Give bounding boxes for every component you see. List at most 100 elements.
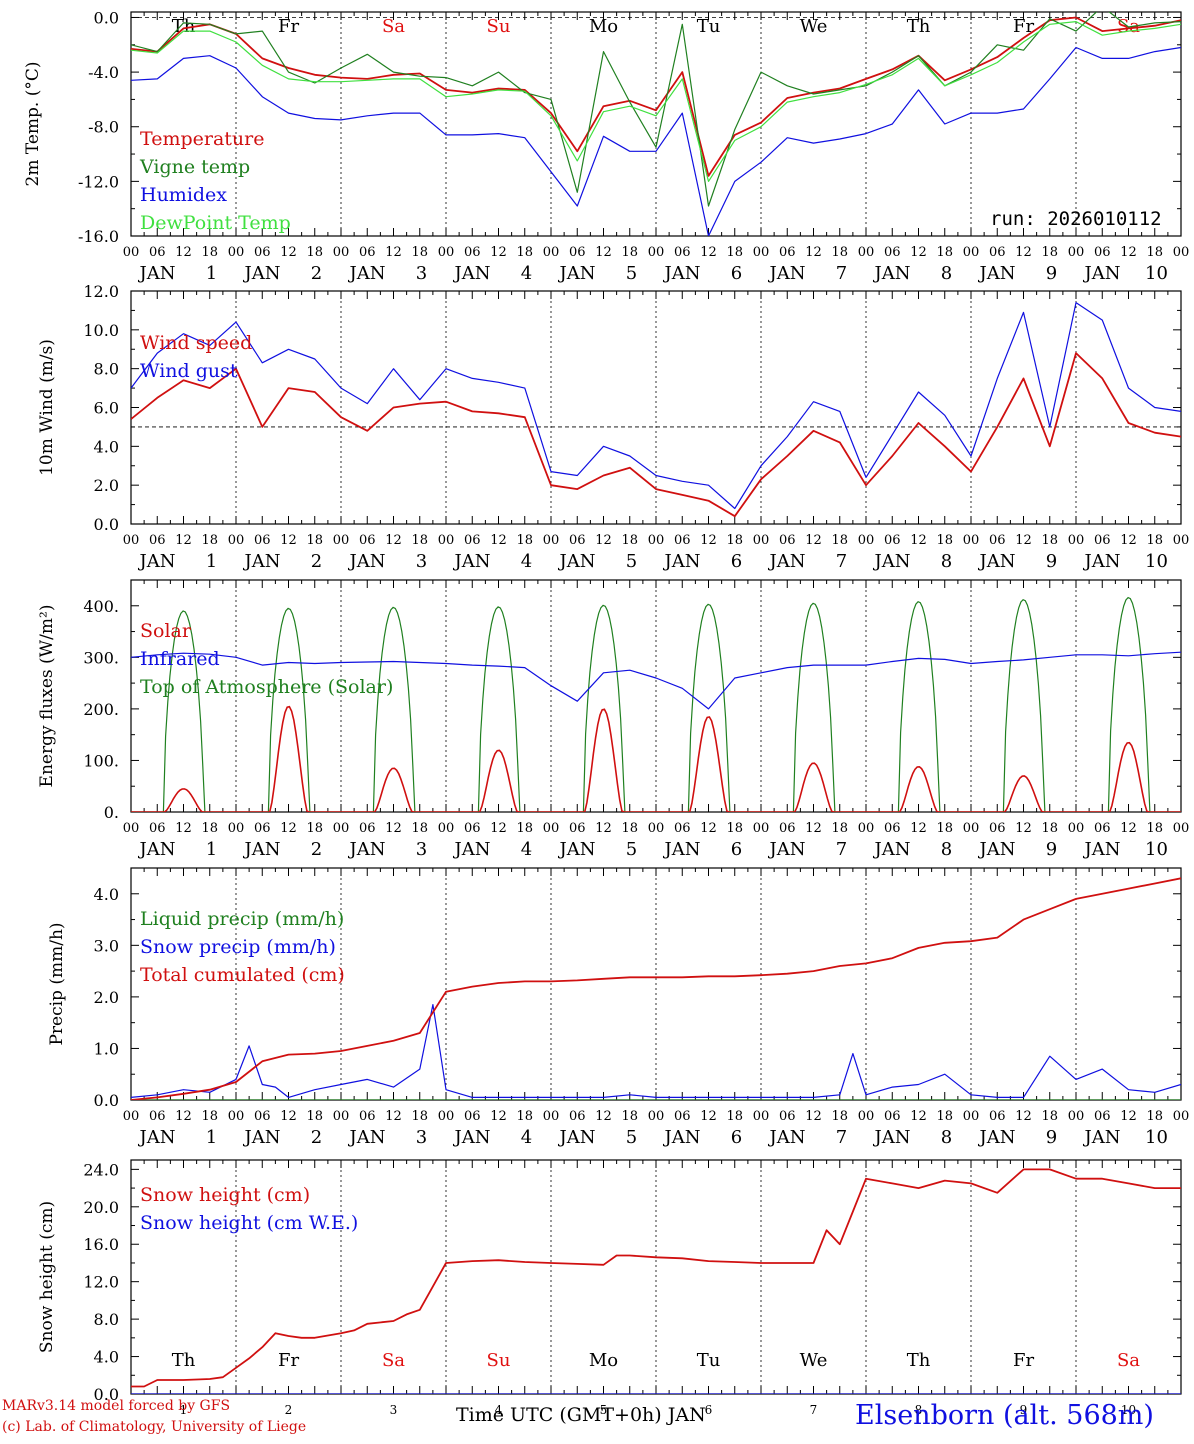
day-number: 7 xyxy=(810,1403,818,1417)
hour-tick-label: 12 xyxy=(1015,1109,1032,1124)
y-tick-label: 20.0 xyxy=(83,1198,119,1217)
y-axis-label: 10m Wind (m/s) xyxy=(37,339,57,476)
hour-tick-label: 12 xyxy=(1015,245,1032,260)
hour-tick-label: 18 xyxy=(621,1109,638,1124)
hour-tick-label: 12 xyxy=(385,1109,402,1124)
y-tick-label: 12.0 xyxy=(83,282,119,301)
series-infrared-line xyxy=(131,651,1181,710)
day-number: 6 xyxy=(705,1403,713,1417)
month-label: JAN xyxy=(243,839,281,860)
hour-tick-label: 00 xyxy=(438,1109,455,1124)
hour-tick-label: 18 xyxy=(201,533,218,548)
legend-entry: Liquid precip (mm/h) xyxy=(140,908,344,930)
hour-tick-label: 06 xyxy=(569,1109,586,1124)
y-tick-label: 100. xyxy=(83,751,119,770)
hour-tick-label: 06 xyxy=(674,533,691,548)
weekday-label: Sa xyxy=(1117,1350,1140,1371)
hour-tick-label: 00 xyxy=(228,821,245,836)
weekday-label: Fr xyxy=(278,16,299,37)
hour-tick-label: 18 xyxy=(201,245,218,260)
month-label: JAN xyxy=(768,1127,806,1148)
time-axis-label: Time UTC (GMT+0h) JAN xyxy=(456,1404,706,1426)
hour-tick-label: 06 xyxy=(779,245,796,260)
hour-tick-label: 00 xyxy=(1173,821,1190,836)
y-tick-label: 6.0 xyxy=(94,399,119,418)
hour-tick-label: 12 xyxy=(700,533,717,548)
hour-tick-label: 12 xyxy=(595,245,612,260)
series-dewpoint-temp-line xyxy=(131,21,1181,182)
series-humidex-line xyxy=(131,46,1181,236)
month-label: JAN xyxy=(453,263,491,284)
legend-entry: Snow height (cm W.E.) xyxy=(140,1212,358,1234)
day-number: 1 xyxy=(180,1403,188,1417)
weekday-label: Sa xyxy=(382,1350,405,1371)
hour-tick-label: 12 xyxy=(175,1109,192,1124)
day-label: 9 xyxy=(1046,551,1057,572)
hour-tick-label: 18 xyxy=(516,533,533,548)
hour-tick-label: 06 xyxy=(989,1109,1006,1124)
day-label: 8 xyxy=(941,263,952,284)
hour-tick-label: 00 xyxy=(648,245,665,260)
day-label: 1 xyxy=(206,1127,217,1148)
day-label: 7 xyxy=(836,551,847,572)
month-label: JAN xyxy=(1083,263,1121,284)
day-number: 8 xyxy=(915,1403,923,1417)
hour-tick-label: 06 xyxy=(359,1109,376,1124)
month-label: JAN xyxy=(768,263,806,284)
hour-tick-label: 18 xyxy=(411,245,428,260)
y-tick-label: 2.0 xyxy=(94,988,119,1007)
hour-tick-label: 00 xyxy=(1068,245,1085,260)
hour-tick-label: 12 xyxy=(700,1109,717,1124)
series-vigne-temp-line xyxy=(131,12,1181,207)
hour-tick-label: 12 xyxy=(805,1109,822,1124)
y-tick-label: 12.0 xyxy=(83,1273,119,1292)
day-label: 10 xyxy=(1145,551,1168,572)
hour-tick-label: 18 xyxy=(516,821,533,836)
month-label: JAN xyxy=(348,1127,386,1148)
month-label: JAN xyxy=(663,839,701,860)
y-tick-label: 4.0 xyxy=(94,437,119,456)
day-number: 2 xyxy=(285,1403,293,1417)
hour-tick-label: 00 xyxy=(1173,1109,1190,1124)
day-label: 3 xyxy=(416,263,427,284)
hour-tick-label: 12 xyxy=(280,1109,297,1124)
y-tick-label: 8.0 xyxy=(94,1310,119,1329)
hour-tick-label: 18 xyxy=(936,821,953,836)
hour-tick-label: 12 xyxy=(385,533,402,548)
hour-tick-label: 00 xyxy=(858,821,875,836)
month-label: JAN xyxy=(138,263,176,284)
hour-tick-label: 00 xyxy=(753,533,770,548)
hour-tick-label: 18 xyxy=(1146,245,1163,260)
day-label: 3 xyxy=(416,839,427,860)
day-label: 4 xyxy=(521,839,532,860)
weekday-label: Th xyxy=(907,16,931,37)
hour-tick-label: 18 xyxy=(621,245,638,260)
y-tick-label: 0.0 xyxy=(94,1091,119,1110)
y-axis-label: 2m Temp. (°C) xyxy=(23,61,43,186)
weekday-label: Fr xyxy=(278,1350,299,1371)
hour-tick-label: 00 xyxy=(753,1109,770,1124)
hour-tick-label: 06 xyxy=(1094,245,1111,260)
y-axis-label: Energy fluxes (W/m²) xyxy=(37,605,57,788)
weekday-label: Tu xyxy=(697,16,721,37)
weekday-label: Sa xyxy=(382,16,405,37)
hour-tick-label: 00 xyxy=(333,821,350,836)
hour-tick-label: 18 xyxy=(411,1109,428,1124)
series-snow-height-cm-line xyxy=(131,1168,1181,1388)
hour-tick-label: 18 xyxy=(936,533,953,548)
y-tick-label: 200. xyxy=(83,700,119,719)
hour-tick-label: 18 xyxy=(831,821,848,836)
hour-tick-label: 00 xyxy=(963,245,980,260)
hour-tick-label: 00 xyxy=(648,821,665,836)
hour-tick-label: 12 xyxy=(805,821,822,836)
weekday-label: Mo xyxy=(589,1350,618,1371)
hour-tick-label: 12 xyxy=(1015,533,1032,548)
hour-tick-label: 06 xyxy=(149,821,166,836)
hour-tick-label: 18 xyxy=(1041,245,1058,260)
month-label: JAN xyxy=(243,263,281,284)
hour-tick-label: 18 xyxy=(726,1109,743,1124)
hour-tick-label: 00 xyxy=(228,1109,245,1124)
hour-tick-label: 06 xyxy=(254,245,271,260)
hour-tick-label: 06 xyxy=(989,245,1006,260)
legend-entry: Infrared xyxy=(140,648,220,670)
